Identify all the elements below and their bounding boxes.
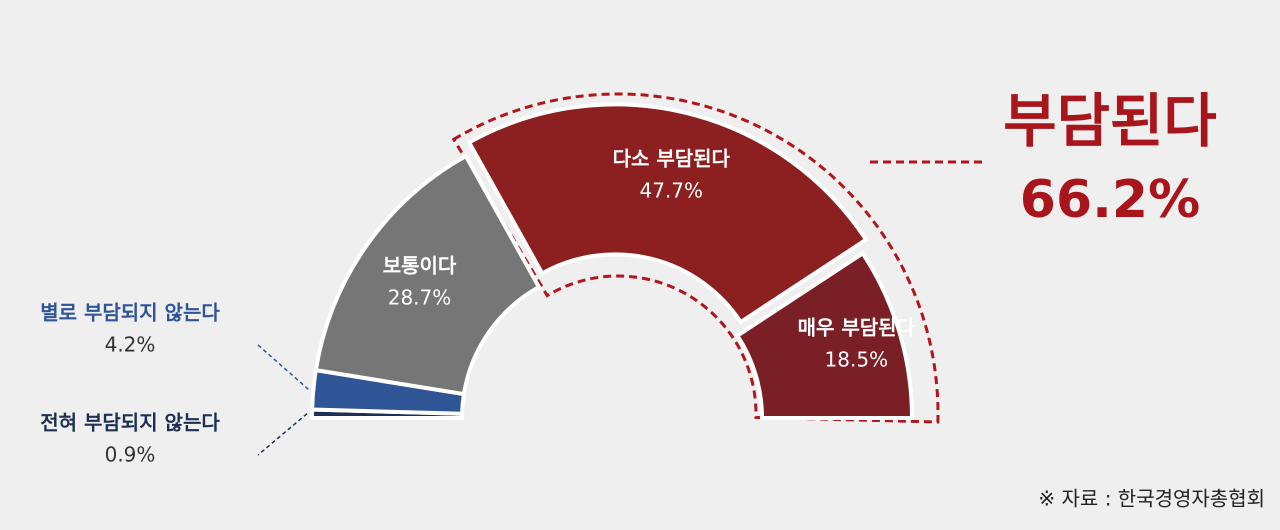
- value-label: 47.7%: [639, 179, 703, 203]
- value-label: 28.7%: [388, 286, 452, 310]
- value-label: 0.9%: [105, 443, 156, 467]
- segment: [734, 250, 915, 420]
- source: ※ 자료 : 한국경영자총협회: [1038, 487, 1265, 511]
- value-label: 18.5%: [825, 347, 889, 371]
- segment: [466, 102, 869, 325]
- annotation-label: 부담된다: [1003, 87, 1216, 155]
- segment: [313, 153, 542, 397]
- value-label: 4.2%: [105, 333, 156, 357]
- leader-line: [257, 413, 308, 456]
- annotation-value: 66.2%: [1020, 170, 1200, 230]
- category-label: 별로 부담되지 않는다: [40, 301, 220, 325]
- highlight-outline: [451, 92, 940, 424]
- category-label: 전혀 부담되지 않는다: [40, 411, 220, 435]
- category-label: 보통이다: [383, 254, 457, 278]
- category-label: 다소 부담된다: [613, 147, 731, 171]
- category-label: 매우 부담된다: [798, 315, 916, 339]
